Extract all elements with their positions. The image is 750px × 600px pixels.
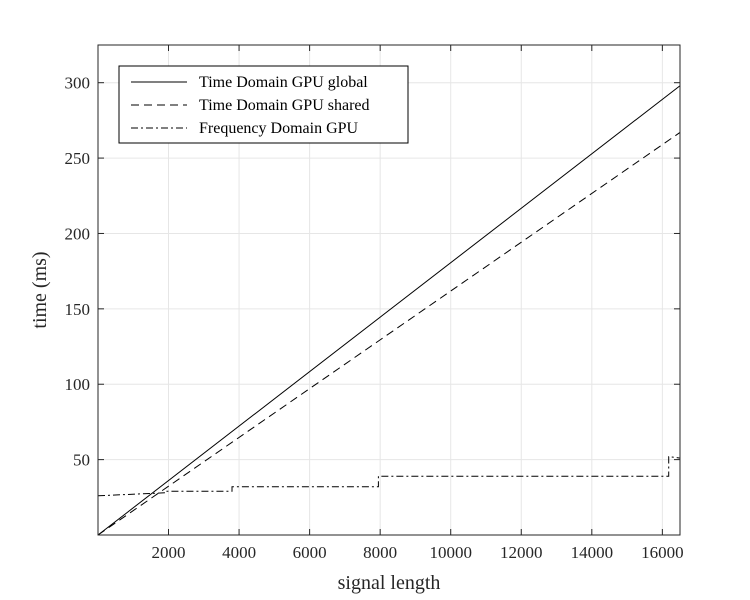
x-tick-label: 10000 bbox=[429, 543, 472, 562]
x-tick-label: 6000 bbox=[293, 543, 327, 562]
series-lines bbox=[97, 85, 681, 536]
y-tick-label: 50 bbox=[73, 451, 90, 470]
legend-label-2: Time Domain GPU shared bbox=[199, 97, 370, 114]
x-tick-label: 2000 bbox=[152, 543, 186, 562]
series-line-2 bbox=[97, 132, 681, 536]
y-tick-label: 250 bbox=[65, 149, 91, 168]
legend-label-3: Frequency Domain GPU bbox=[199, 120, 359, 137]
x-tick-label: 16000 bbox=[641, 543, 684, 562]
x-tick-label: 14000 bbox=[571, 543, 614, 562]
x-tick-label: 4000 bbox=[222, 543, 256, 562]
x-tick-label: 12000 bbox=[500, 543, 543, 562]
legend-label-1: Time Domain GPU global bbox=[199, 74, 368, 91]
legend: Time Domain GPU global Time Domain GPU sh… bbox=[118, 65, 409, 144]
y-tick-label: 100 bbox=[65, 375, 91, 394]
series-line-3 bbox=[97, 456, 681, 497]
plot-area-frame bbox=[97, 44, 681, 536]
y-axis-label: time (ms) bbox=[29, 251, 51, 328]
legend-box bbox=[118, 65, 409, 144]
axis-ticks: 2000 4000 6000 8000 10000 12000 14000 16000 50 10… bbox=[65, 45, 684, 562]
x-tick-label: 8000 bbox=[363, 543, 397, 562]
series-line-1 bbox=[97, 85, 681, 536]
legend-entries: Time Domain GPU global Time Domain GPU sh… bbox=[131, 74, 370, 137]
y-tick-label: 150 bbox=[65, 300, 91, 319]
y-tick-label: 300 bbox=[65, 74, 91, 93]
y-tick-label: 200 bbox=[65, 224, 91, 243]
x-axis-label: signal length bbox=[338, 572, 441, 594]
